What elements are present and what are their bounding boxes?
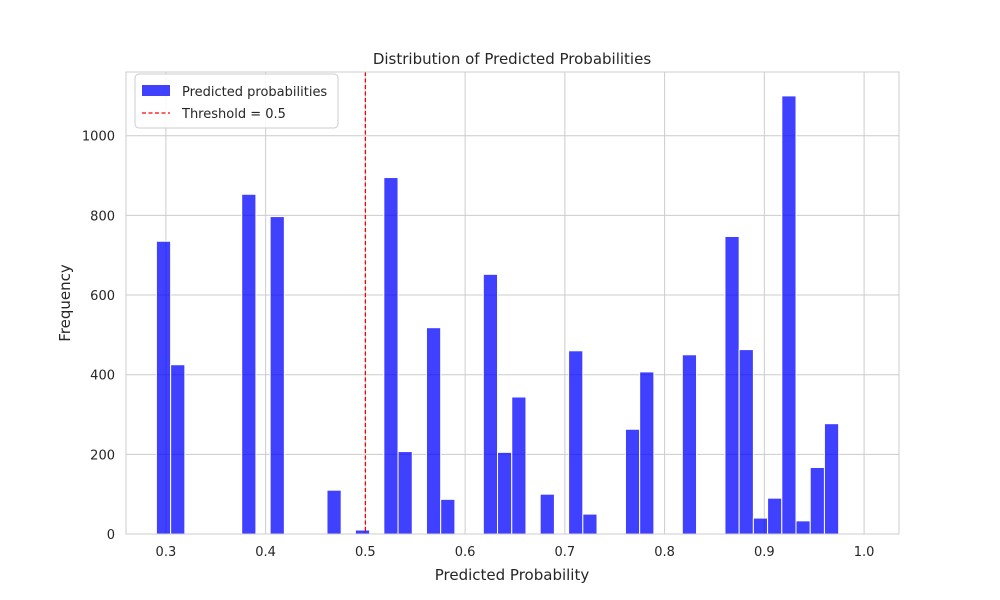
histogram-bar [326, 489, 342, 535]
legend-box [134, 73, 339, 129]
x-tick-label: 0.8 [654, 545, 675, 560]
histogram-bar [795, 520, 811, 535]
histogram-bar [582, 513, 598, 535]
histogram-bar [482, 273, 499, 535]
histogram-bar [497, 451, 513, 535]
x-tick-label: 1.0 [854, 545, 875, 560]
y-axis-label: Frequency [56, 264, 74, 342]
histogram-bar [823, 423, 840, 535]
legend: Predicted probabilities Threshold = 0.5 [134, 73, 339, 129]
x-tick-label: 0.7 [555, 545, 576, 560]
histogram-bar [781, 95, 797, 535]
legend-swatch-predicted [142, 85, 170, 96]
histogram-bar [269, 216, 285, 535]
legend-label-threshold: Threshold = 0.5 [181, 107, 286, 122]
x-tick-label: 0.5 [355, 545, 376, 560]
chart-title: Distribution of Predicted Probabilities [373, 50, 651, 68]
y-tick-label: 800 [90, 209, 115, 224]
legend-label-predicted: Predicted probabilities [182, 85, 327, 100]
plot-frame [125, 71, 900, 535]
histogram-bar [155, 240, 172, 535]
histogram-bar [724, 235, 740, 535]
histogram-bar [170, 364, 186, 535]
histogram-bar [738, 349, 754, 535]
x-tick-label: 0.3 [156, 545, 177, 560]
histogram-bar [511, 396, 527, 535]
histogram-bar [624, 428, 641, 535]
histogram-bar [639, 371, 655, 535]
x-axis-ticks: 0.3 0.4 0.5 0.6 0.7 0.8 0.9 1.0 [156, 545, 875, 560]
x-tick-label: 0.6 [455, 545, 476, 560]
histogram-bar [767, 497, 783, 535]
histogram-bar [681, 354, 698, 535]
x-tick-label: 0.9 [754, 545, 775, 560]
histogram-bar [383, 177, 399, 535]
x-tick-label: 0.4 [255, 545, 276, 560]
y-tick-label: 1000 [82, 130, 115, 145]
histogram-bars [155, 95, 840, 535]
histogram-bar [809, 466, 825, 535]
histogram-bar [425, 327, 442, 535]
y-axis-ticks: 0 200 400 600 800 1000 [82, 130, 115, 543]
x-axis-label: Predicted Probability [435, 566, 590, 584]
histogram-bar [241, 193, 257, 535]
y-tick-label: 0 [107, 528, 115, 543]
histogram-bar [539, 493, 555, 535]
histogram-bar [354, 529, 371, 535]
y-tick-label: 200 [90, 448, 115, 463]
histogram-bar [568, 350, 584, 535]
y-tick-label: 600 [90, 289, 115, 304]
histogram-bar [397, 451, 413, 535]
histogram-bar [440, 498, 456, 535]
histogram-bar [752, 517, 769, 535]
y-tick-label: 400 [90, 369, 115, 384]
